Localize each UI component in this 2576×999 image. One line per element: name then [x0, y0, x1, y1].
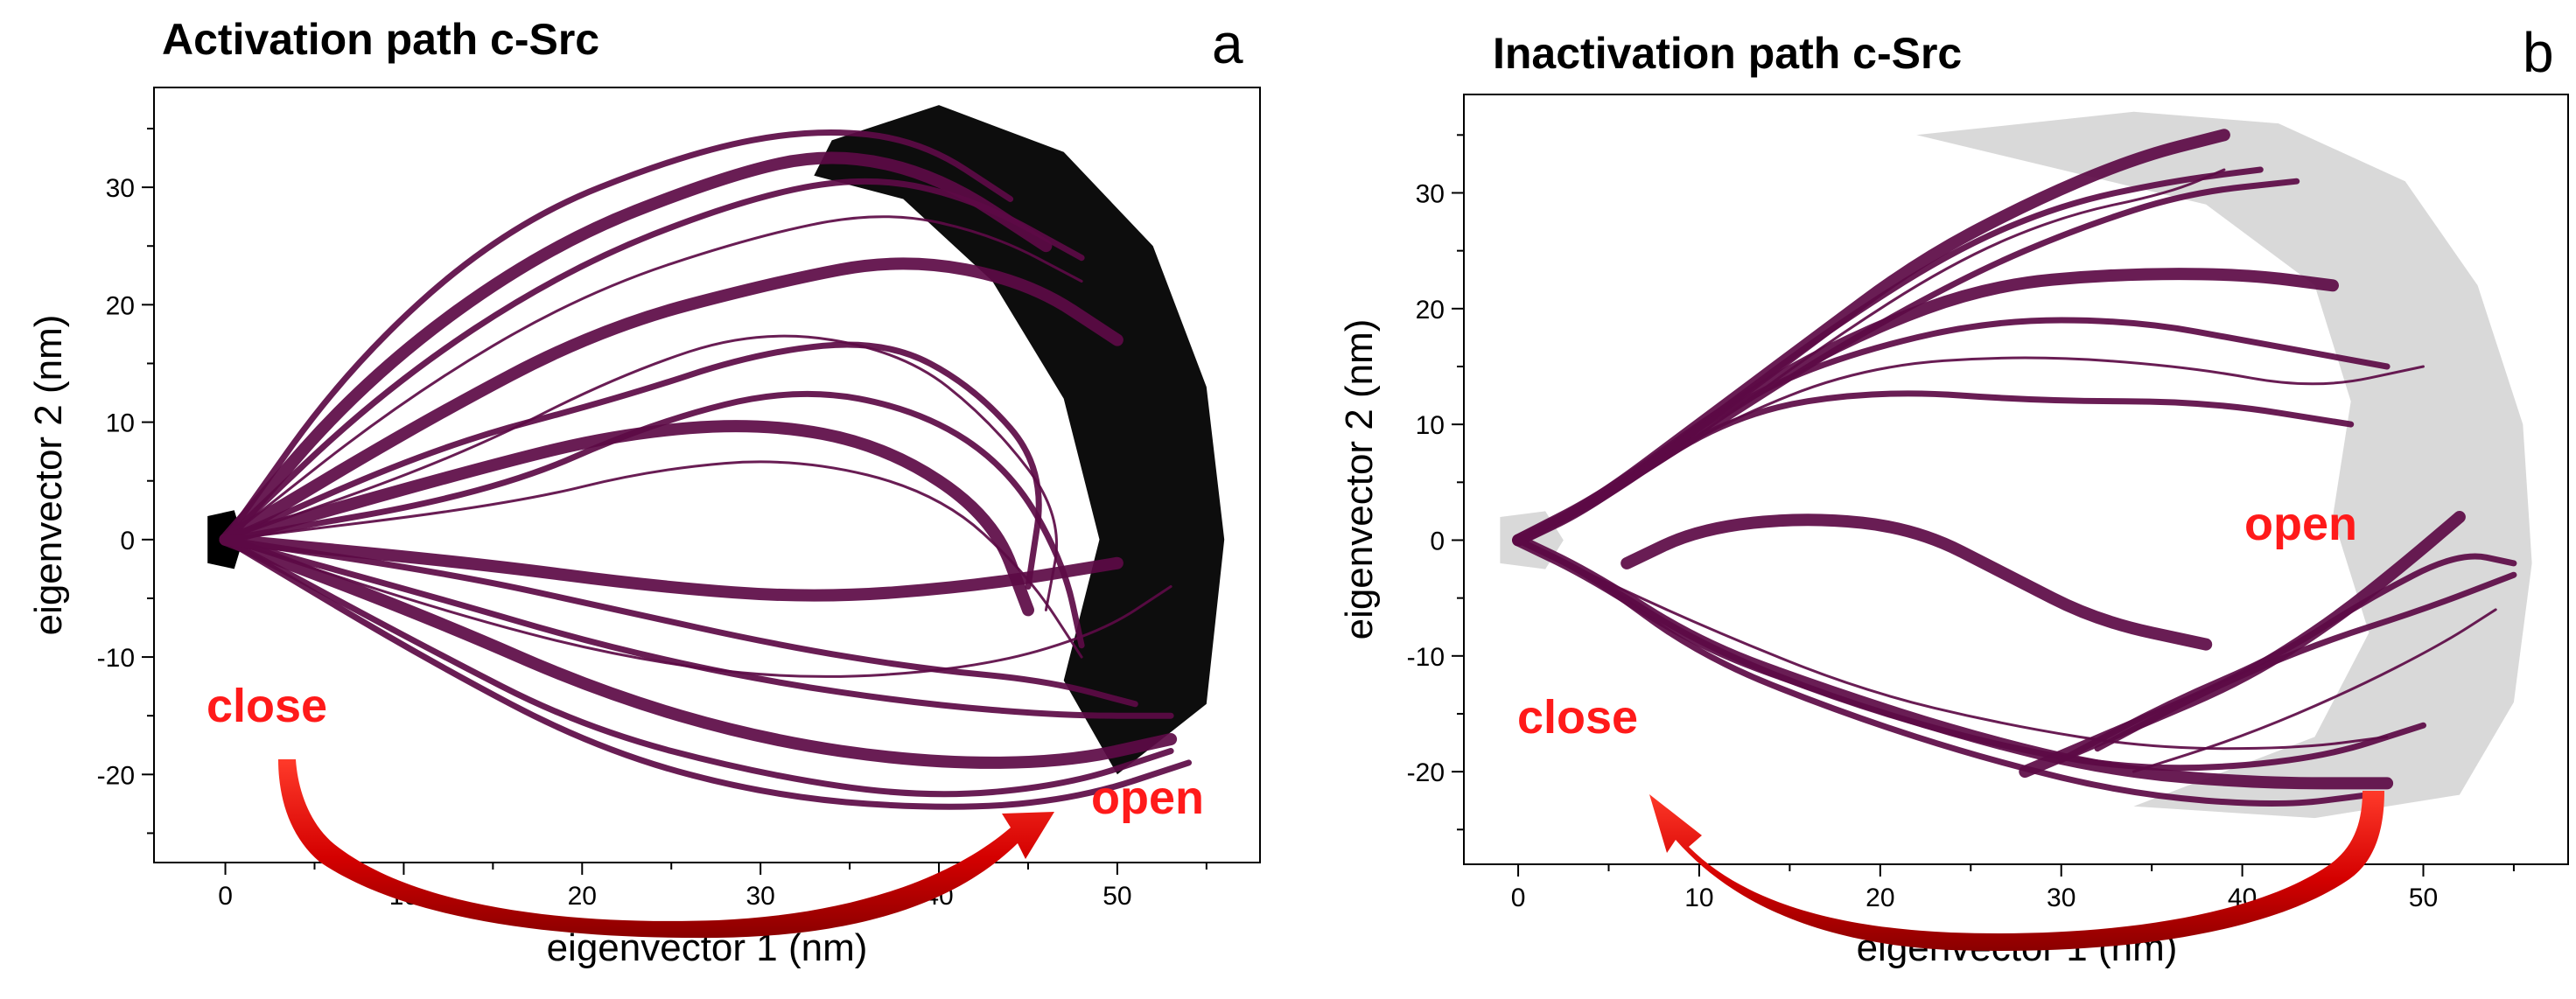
- panel-a-y-axis-label: eigenvector 2 (nm): [27, 315, 70, 636]
- panel-a-trajectory-10: [224, 460, 1083, 659]
- panel-b-x-tick-label: 0: [1511, 884, 1526, 912]
- panel-b-letter: b: [2523, 21, 2554, 84]
- panel-a-title: Activation path c-Src: [162, 15, 599, 64]
- panel-b-y-tick-label: 20: [1416, 296, 1445, 325]
- panel-b-trajectory-12: [1515, 537, 2372, 807]
- panel-b-title: Inactivation path c-Src: [1493, 29, 1962, 78]
- panel-a-trajectory-1: [219, 151, 1053, 546]
- panel-b-y-tick-label: 0: [1430, 527, 1445, 555]
- panel-a-close-label: close: [206, 680, 327, 732]
- panel-b-y-tick-label: 30: [1416, 179, 1445, 208]
- panel-a-trajectory-11: [222, 536, 1138, 708]
- panel-b-trajectory-3: [1515, 178, 2300, 543]
- panel-a-cloud-open-region: [814, 105, 1225, 775]
- panel-a-open-label: open: [1091, 772, 1204, 824]
- panel-a-trajectory-3: [222, 129, 1014, 543]
- panel-a-trajectory-15: [222, 536, 1192, 810]
- panel-b-y-tick-label: 10: [1416, 411, 1445, 440]
- panel-b-trajectory-10: [1516, 539, 2389, 751]
- panel-a-trajectory-4: [224, 215, 1083, 541]
- panel-a-x-tick-label: 0: [218, 882, 233, 911]
- panel-a-trajectory-9: [219, 420, 1034, 617]
- panel-b-trajectory-14: [2058, 553, 2517, 764]
- panel-b-x-tick-label: 20: [1866, 884, 1894, 912]
- panel-a-trajectory-17: [219, 533, 1124, 602]
- panel-b-cloud-region: [1916, 111, 2532, 819]
- panel-a-y-tick-label: -10: [97, 644, 135, 673]
- panel-b-trajectory-8: [1515, 390, 2355, 543]
- panel-b-open-label: open: [2244, 498, 2357, 550]
- panel-b-y-axis-label: eigenvector 2 (nm): [1338, 319, 1381, 640]
- panel-a-trajectories: [219, 129, 1192, 810]
- panel-a-x-tick-label: 30: [746, 882, 774, 911]
- panel-a-activation-path: Activation path c-Src a 01020304050-20-1…: [27, 12, 1261, 969]
- panel-b-close-label: close: [1517, 691, 1638, 744]
- panel-a-y-tick-label: 10: [106, 409, 135, 438]
- panel-a-trajectory-8: [222, 390, 1085, 649]
- panel-a-x-tick-label: 20: [568, 882, 597, 911]
- panel-a-trajectory-13: [219, 533, 1178, 769]
- panel-b-x-tick-label: 30: [2047, 884, 2076, 912]
- panel-a-y-tick-label: 20: [106, 291, 135, 320]
- panel-a-y-tick-label: -20: [97, 761, 135, 790]
- panel-a-trajectory-16: [224, 538, 1172, 678]
- panel-a-trajectory-14: [222, 536, 1174, 798]
- panel-a-trajectory-2: [222, 178, 1085, 543]
- panel-b-trajectory-15: [2094, 571, 2517, 752]
- panel-b-y-tick-label: -10: [1407, 643, 1445, 672]
- panel-a-y-tick-label: 30: [106, 174, 135, 203]
- panel-b-inactivation-path: Inactivation path c-Src b 0 10 20 30 40 50-20…: [1338, 21, 2569, 969]
- panel-a-plot-frame: [153, 87, 1261, 863]
- panel-a-y-tick-label: 0: [120, 527, 135, 555]
- panel-b-plot-frame: [1463, 94, 2569, 865]
- panel-a-trajectory-12: [222, 536, 1174, 719]
- panel-b-trajectories: [1512, 129, 2517, 807]
- panel-b-x-tick-label: 50: [2409, 884, 2438, 912]
- panel-a-letter: a: [1212, 12, 1243, 75]
- panel-a-trajectory-5: [219, 257, 1124, 546]
- panel-b-y-tick-label: -20: [1407, 758, 1445, 787]
- panel-b-trajectory-17: [1620, 513, 2213, 651]
- panel-b-x-tick-label: 10: [1684, 884, 1713, 912]
- panel-a-trajectory-6: [222, 341, 1042, 590]
- panel-b-trajectory-16: [2132, 608, 2497, 773]
- panel-a-trajectory-7: [224, 334, 1059, 611]
- panel-a-x-tick-label: 50: [1102, 882, 1131, 911]
